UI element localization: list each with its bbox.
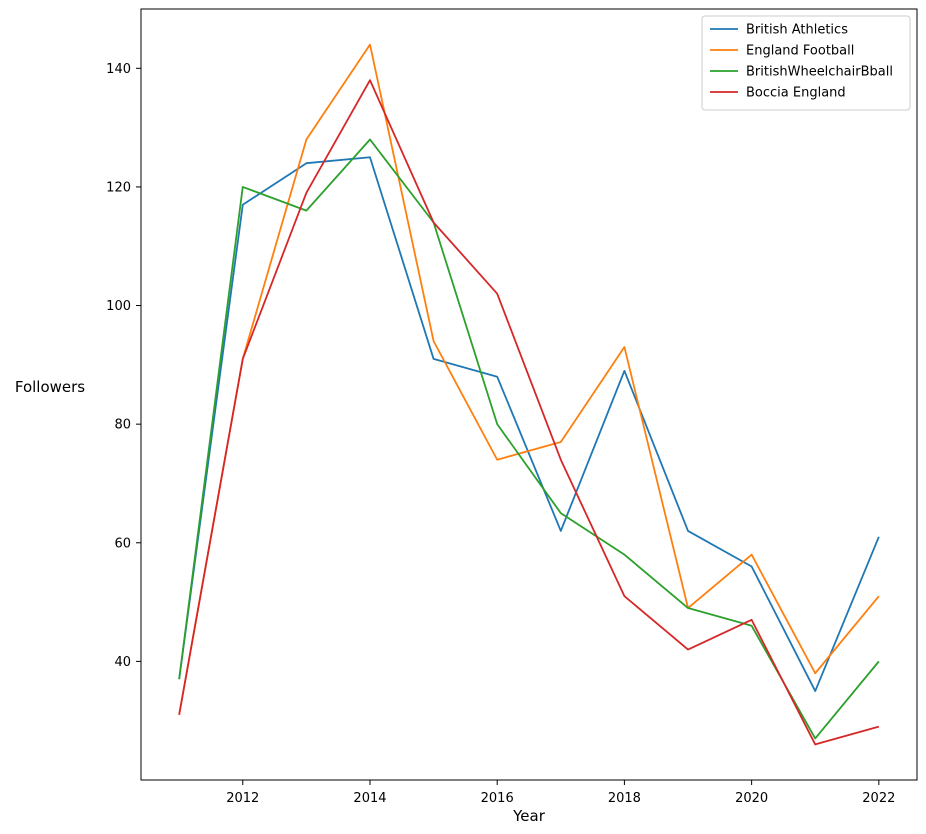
x-tick-label-1: 2014: [353, 791, 386, 806]
y-tick-label-5: 140: [106, 62, 131, 77]
legend-label-0: British Athletics: [746, 23, 848, 38]
axes-layer: 2012 2014 2016 2018 2020 2022 40 60 80 100 120 140: [106, 8, 918, 806]
y-axis-label: Followers: [15, 378, 85, 396]
y-tick-label-1: 60: [114, 536, 131, 551]
legend-box: [701, 15, 911, 111]
series-layer: [178, 43, 880, 746]
plot-frame: [140, 8, 918, 781]
legend-label-2: BritishWheelchairBball: [746, 65, 893, 80]
x-tick-label-0: 2012: [226, 791, 259, 806]
x-tick-label-2: 2016: [481, 791, 514, 806]
legend-label-1: England Football: [746, 44, 854, 59]
legend: British Athletics England Football British…: [701, 15, 911, 111]
x-axis-label: Year: [512, 807, 546, 825]
y-tick-label-0: 40: [114, 655, 131, 670]
x-tick-label-4: 2020: [735, 791, 768, 806]
x-tick-label-5: 2022: [862, 791, 895, 806]
y-tick-label-3: 100: [106, 299, 131, 314]
y-tick-label-4: 120: [106, 180, 131, 195]
y-tick-label-2: 80: [114, 418, 131, 433]
series-line-3: [178, 79, 880, 746]
series-line-0: [178, 156, 880, 692]
legend-label-3: Boccia England: [746, 86, 846, 101]
series-line-2: [178, 138, 880, 740]
series-line-1: [178, 43, 880, 715]
x-tick-label-3: 2018: [608, 791, 641, 806]
